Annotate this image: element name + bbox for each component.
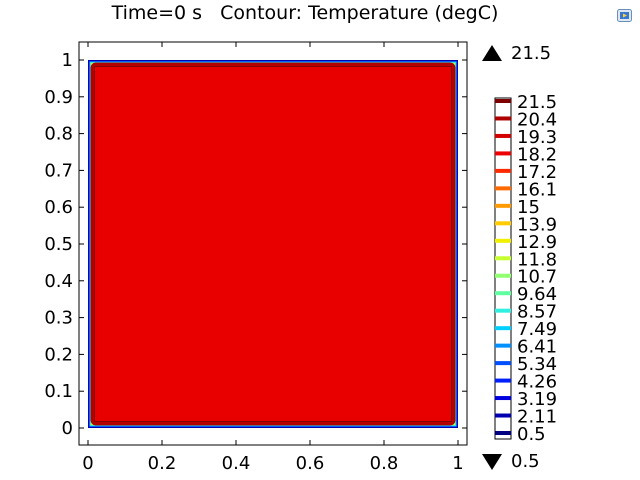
- colorbar-level: [495, 343, 511, 348]
- colorbar-level: [495, 431, 511, 435]
- colorbar-label: 15: [517, 197, 540, 218]
- y-axis: 0 0.1 0.2 0.3 0.4 0.5 0.6 0.7 0.8 0.9 1: [44, 50, 467, 439]
- colorbar-label: 9.64: [517, 284, 557, 305]
- y-tick-label: 0.5: [44, 234, 73, 255]
- colorbar-label: 0.5: [517, 424, 546, 445]
- y-tick-label: 0.2: [44, 344, 73, 365]
- colorbar-frame: [494, 97, 512, 440]
- x-tick-label: 1: [452, 453, 463, 474]
- colorbar-level: [495, 116, 511, 121]
- y-tick-label: 0.6: [44, 197, 73, 218]
- colorbar-level: [495, 203, 511, 208]
- colorbar: 21.520.419.318.217.216.11513.912.911.810…: [495, 92, 557, 445]
- y-tick-label: 0: [62, 418, 73, 439]
- colorbar-level: [495, 238, 511, 243]
- legend-max-value: 21.5: [511, 43, 552, 64]
- contour-line: [90, 62, 456, 426]
- colorbar-level: [495, 291, 511, 296]
- colorbar-level: [495, 326, 511, 331]
- export-image-icon[interactable]: [617, 9, 632, 22]
- colorbar-label: 4.26: [517, 372, 557, 393]
- colorbar-label: 10.7: [517, 267, 557, 288]
- colorbar-label: 7.49: [517, 319, 557, 340]
- x-axis: 0 0.2 0.4 0.6 0.8 1: [82, 42, 464, 474]
- colorbar-level: [495, 221, 511, 226]
- legend-min-value: 0.5: [511, 451, 540, 472]
- x-tick-label: 0.6: [296, 453, 325, 474]
- colorbar-label: 19.3: [517, 127, 557, 148]
- colorbar-label: 17.2: [517, 162, 557, 183]
- colorbar-level: [495, 168, 511, 173]
- x-tick-label: 0.2: [148, 453, 177, 474]
- colorbar-label: 13.9: [517, 214, 557, 235]
- x-tick-label: 0.8: [370, 453, 399, 474]
- x-tick-label: 0.4: [222, 453, 251, 474]
- colorbar-label: 20.4: [517, 109, 557, 130]
- colorbar-label: 18.2: [517, 144, 557, 165]
- x-tick-label: 0: [82, 453, 93, 474]
- y-tick-label: 0.9: [44, 87, 73, 108]
- y-tick-label: 1: [62, 50, 73, 71]
- contour-interior: [95, 67, 451, 421]
- colorbar-level: [495, 256, 511, 261]
- colorbar-level: [495, 396, 511, 401]
- max-marker-icon: [482, 45, 502, 61]
- colorbar-level: [495, 361, 511, 366]
- colorbar-label: 12.9: [517, 232, 557, 253]
- contour-field: [88, 60, 458, 428]
- y-tick-label: 0.1: [44, 381, 73, 402]
- min-marker-icon: [482, 454, 502, 470]
- colorbar-label: 8.57: [517, 302, 557, 323]
- y-tick-label: 0.8: [44, 124, 73, 145]
- colorbar-label: 21.5: [517, 92, 557, 113]
- colorbar-label: 6.41: [517, 337, 557, 358]
- colorbar-label: 16.1: [517, 179, 557, 200]
- colorbar-level: [495, 186, 511, 191]
- colorbar-level: [495, 133, 511, 138]
- colorbar-level: [495, 273, 511, 278]
- colorbar-label: 3.19: [517, 389, 557, 410]
- plot-title: Time=0 s Contour: Temperature (degC): [111, 2, 499, 24]
- colorbar-label: 11.8: [517, 249, 557, 270]
- y-tick-label: 0.3: [44, 308, 73, 329]
- colorbar-level: [495, 378, 511, 383]
- colorbar-level: [495, 308, 511, 313]
- colorbar-level: [495, 151, 511, 156]
- colorbar-label: 5.34: [517, 354, 557, 375]
- colorbar-level: [495, 99, 511, 103]
- y-tick-label: 0.7: [44, 160, 73, 181]
- colorbar-level: [495, 413, 511, 418]
- y-tick-label: 0.4: [44, 271, 73, 292]
- colorbar-label: 2.11: [517, 407, 557, 428]
